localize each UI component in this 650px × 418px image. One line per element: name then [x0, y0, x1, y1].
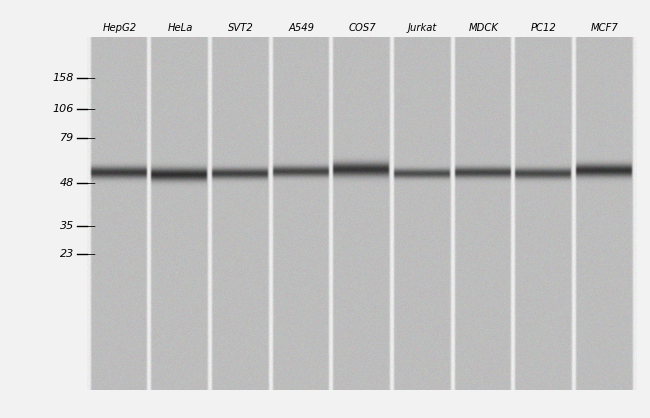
Text: Jurkat: Jurkat [408, 23, 437, 33]
Text: A549: A549 [289, 23, 315, 33]
Text: SVT2: SVT2 [227, 23, 254, 33]
Text: COS7: COS7 [348, 23, 376, 33]
Text: MDCK: MDCK [469, 23, 499, 33]
Text: 23: 23 [60, 249, 74, 259]
Text: HeLa: HeLa [167, 23, 192, 33]
Text: 158: 158 [53, 73, 74, 83]
Text: —: — [86, 178, 96, 189]
Text: 35: 35 [60, 221, 74, 231]
Text: —: — [86, 73, 96, 83]
Text: —: — [86, 133, 96, 143]
Text: 106: 106 [53, 104, 74, 115]
Text: 48: 48 [60, 178, 74, 189]
Text: HepG2: HepG2 [102, 23, 136, 33]
Text: PC12: PC12 [531, 23, 557, 33]
Text: MCF7: MCF7 [591, 23, 619, 33]
Text: 79: 79 [60, 133, 74, 143]
Text: —: — [86, 221, 96, 231]
Text: —: — [86, 249, 96, 259]
Text: —: — [86, 104, 96, 115]
